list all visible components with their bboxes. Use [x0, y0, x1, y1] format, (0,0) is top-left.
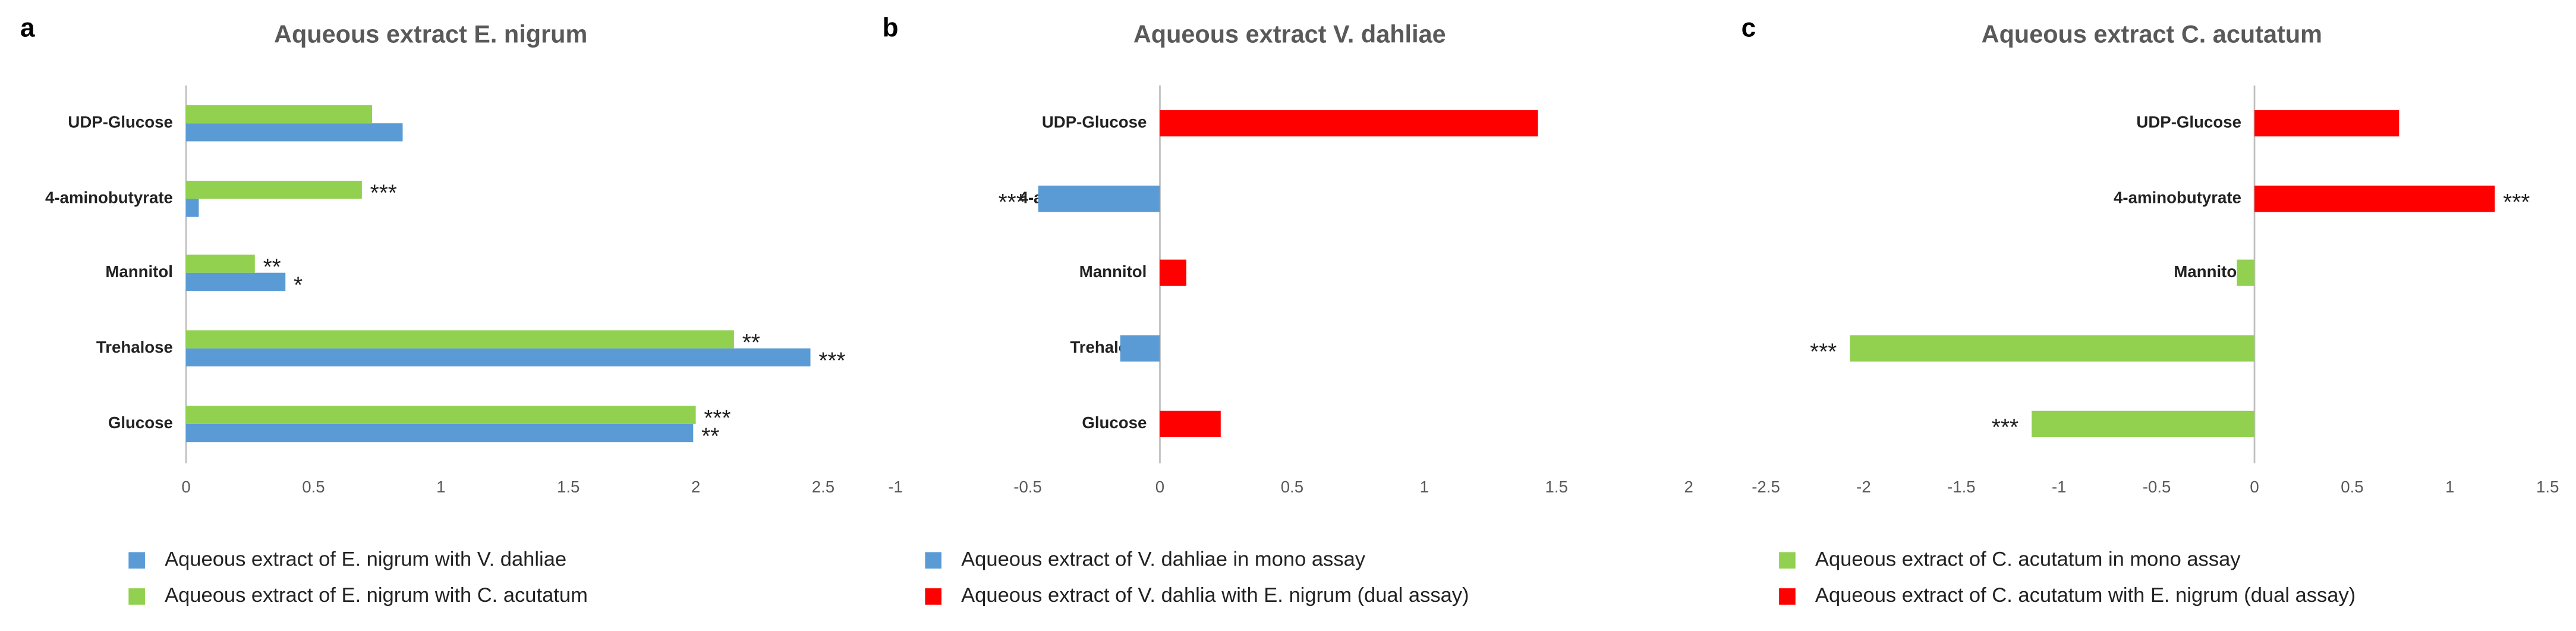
significance-label: ** [701, 424, 719, 450]
category-label: Mannitol [1079, 262, 1147, 281]
x-tick-label: 2 [691, 478, 700, 496]
legend-label: Aqueous extract of V. dahlia with E. nig… [961, 584, 1469, 607]
x-tick-label: -0.5 [2143, 478, 2171, 496]
legend-swatch [925, 552, 942, 569]
significance-label: *** [2503, 190, 2530, 215]
x-tick-label: 0.5 [302, 478, 325, 496]
bar [1160, 410, 1221, 437]
category-label: UDP-Glucose [2136, 113, 2241, 131]
x-tick-label: 0.5 [2341, 478, 2363, 496]
category-label: 4-aminobutyrate [45, 189, 173, 207]
x-tick-label: -0.5 [1013, 478, 1042, 496]
x-tick-label: 1 [436, 478, 445, 496]
category-label: Glucose [108, 413, 173, 432]
x-tick-label: -1 [888, 478, 903, 496]
bar [1850, 335, 2255, 362]
legend-swatch [128, 552, 145, 569]
x-tick-label: 1 [1420, 478, 1429, 496]
x-tick-label: -1 [2052, 478, 2067, 496]
significance-label: *** [370, 181, 397, 206]
legend-swatch [1779, 552, 1796, 569]
bar [2254, 110, 2399, 137]
category-label: Mannitol [105, 262, 173, 281]
x-tick-label: -1.5 [1947, 478, 1976, 496]
x-tick-label: 1.5 [557, 478, 580, 496]
significance-label: * [294, 272, 303, 298]
significance-label: *** [1810, 339, 1837, 365]
bar [186, 105, 373, 124]
panel-label: c [1742, 13, 1756, 42]
significance-label: *** [704, 406, 730, 431]
bar [2254, 186, 2495, 212]
bar [186, 199, 199, 217]
chart-title: Aqueous extract V. dahliae [1133, 20, 1446, 48]
x-tick-label: -2.5 [1752, 478, 1780, 496]
category-label: Trehalose [96, 338, 173, 356]
bar [186, 272, 286, 291]
bar [1160, 259, 1186, 286]
legend-swatch [128, 588, 145, 605]
legend-label: Aqueous extract of V. dahliae in mono as… [961, 548, 1366, 570]
category-label: UDP-Glucose [68, 113, 173, 131]
bar [186, 406, 696, 424]
x-tick-label: 0 [2250, 478, 2259, 496]
chart-title: Aqueous extract C. acutatum [1982, 20, 2322, 48]
bar [186, 123, 403, 142]
bar [186, 180, 362, 199]
panel-label: b [883, 13, 899, 42]
legend-swatch [925, 588, 942, 605]
panel-label: a [20, 13, 35, 42]
bar [2032, 410, 2255, 437]
significance-label: ** [263, 255, 281, 280]
significance-label: *** [1992, 415, 2018, 440]
significance-label: ** [742, 330, 760, 356]
bar [186, 255, 255, 273]
category-label: Mannitol [2174, 262, 2241, 281]
significance-label: *** [818, 348, 845, 373]
x-tick-label: 1.5 [1545, 478, 1568, 496]
legend-label: Aqueous extract of E. nigrum with C. acu… [165, 584, 588, 607]
bar [1120, 335, 1160, 362]
category-label: UDP-Glucose [1042, 113, 1147, 131]
bar [2237, 259, 2255, 286]
legend-label: Aqueous extract of E. nigrum with V. dah… [165, 548, 566, 570]
chart-title: Aqueous extract E. nigrum [274, 20, 587, 48]
x-tick-label: 1.5 [2536, 478, 2559, 496]
x-tick-label: 0.5 [1281, 478, 1303, 496]
x-tick-label: 0 [1155, 478, 1164, 496]
x-tick-label: 2 [1684, 478, 1693, 496]
significance-label: *** [999, 190, 1025, 215]
legend-label: Aqueous extract of C. acutatum with E. n… [1815, 584, 2355, 607]
bar [186, 330, 734, 349]
bar [1160, 110, 1538, 137]
x-tick-label: 2.5 [812, 478, 834, 496]
bar [1038, 186, 1160, 212]
bar [186, 423, 694, 442]
x-tick-label: 1 [2445, 478, 2454, 496]
x-tick-label: 0 [181, 478, 190, 496]
x-tick-label: -2 [1856, 478, 1871, 496]
legend-swatch [1779, 588, 1796, 605]
category-label: Glucose [1082, 413, 1147, 432]
category-label: 4-aminobutyrate [2114, 189, 2241, 207]
bar [186, 348, 811, 367]
legend-label: Aqueous extract of C. acutatum in mono a… [1815, 548, 2241, 570]
